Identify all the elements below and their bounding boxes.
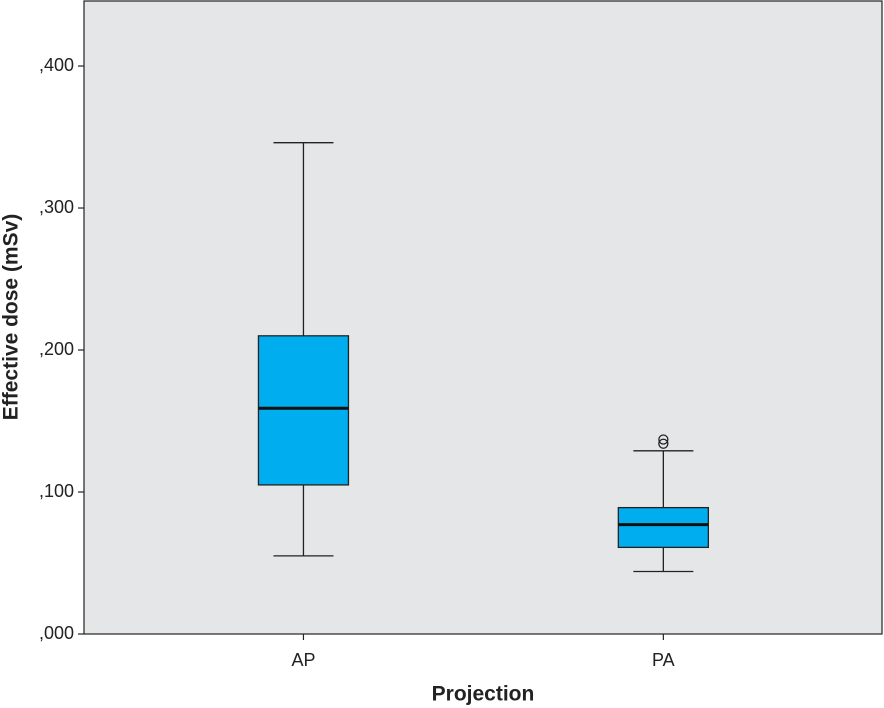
y-axis-title: Effective dose (mSv) <box>0 214 23 421</box>
x-tick-label: PA <box>652 650 675 670</box>
x-tick-label: AP <box>291 650 315 670</box>
y-tick-label: ,200 <box>39 339 74 359</box>
box <box>617 506 709 549</box>
box <box>257 335 350 486</box>
y-tick-label: ,100 <box>39 481 74 501</box>
y-tick-label: ,400 <box>39 55 74 75</box>
x-axis-title: Projection <box>432 683 535 706</box>
plot-area <box>83 0 883 635</box>
y-tick-label: ,300 <box>39 197 74 217</box>
y-tick-label: ,000 <box>39 623 74 643</box>
outlier <box>658 434 669 445</box>
outlier <box>658 438 669 449</box>
